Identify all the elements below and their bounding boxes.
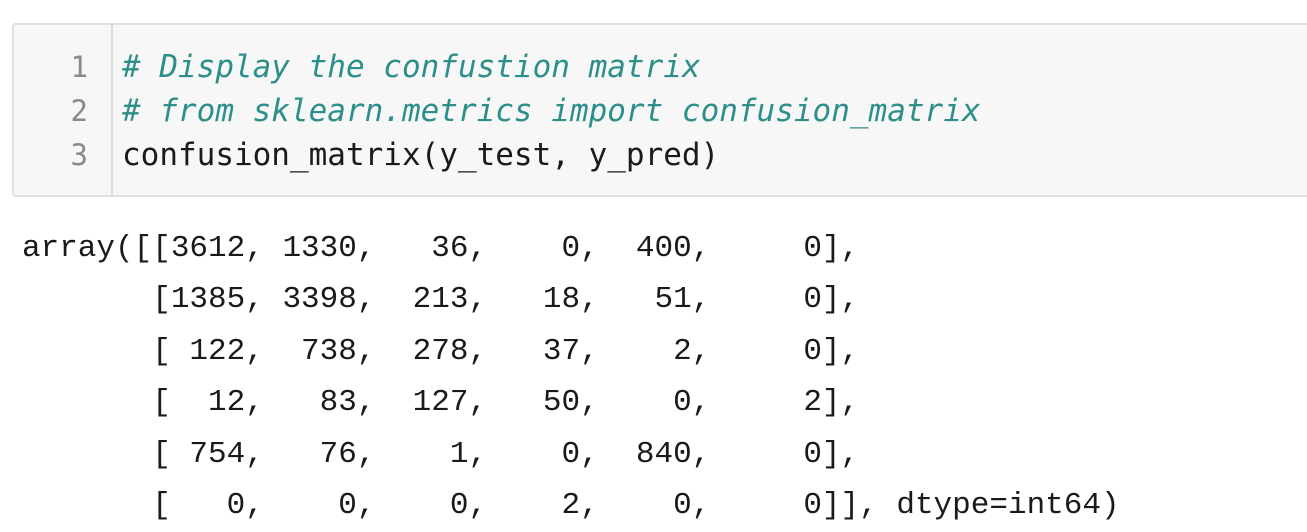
cell-output-text: array([[3612, 1330, 36, 0, 400, 0], [138… bbox=[22, 231, 1120, 524]
code-line[interactable]: confusion_matrix(y_test, y_pred) bbox=[122, 137, 720, 173]
code-input-cell[interactable]: 1 # Display the confustion matrix 2 # fr… bbox=[12, 23, 1307, 197]
line-number: 2 bbox=[70, 94, 88, 128]
line-number: 3 bbox=[70, 138, 88, 172]
code-line-comment[interactable]: # from sklearn.metrics import confusion_… bbox=[122, 93, 981, 129]
line-number: 1 bbox=[70, 50, 88, 84]
code-line-comment[interactable]: # Display the confustion matrix bbox=[122, 49, 701, 85]
line-number-gutter bbox=[14, 25, 113, 195]
